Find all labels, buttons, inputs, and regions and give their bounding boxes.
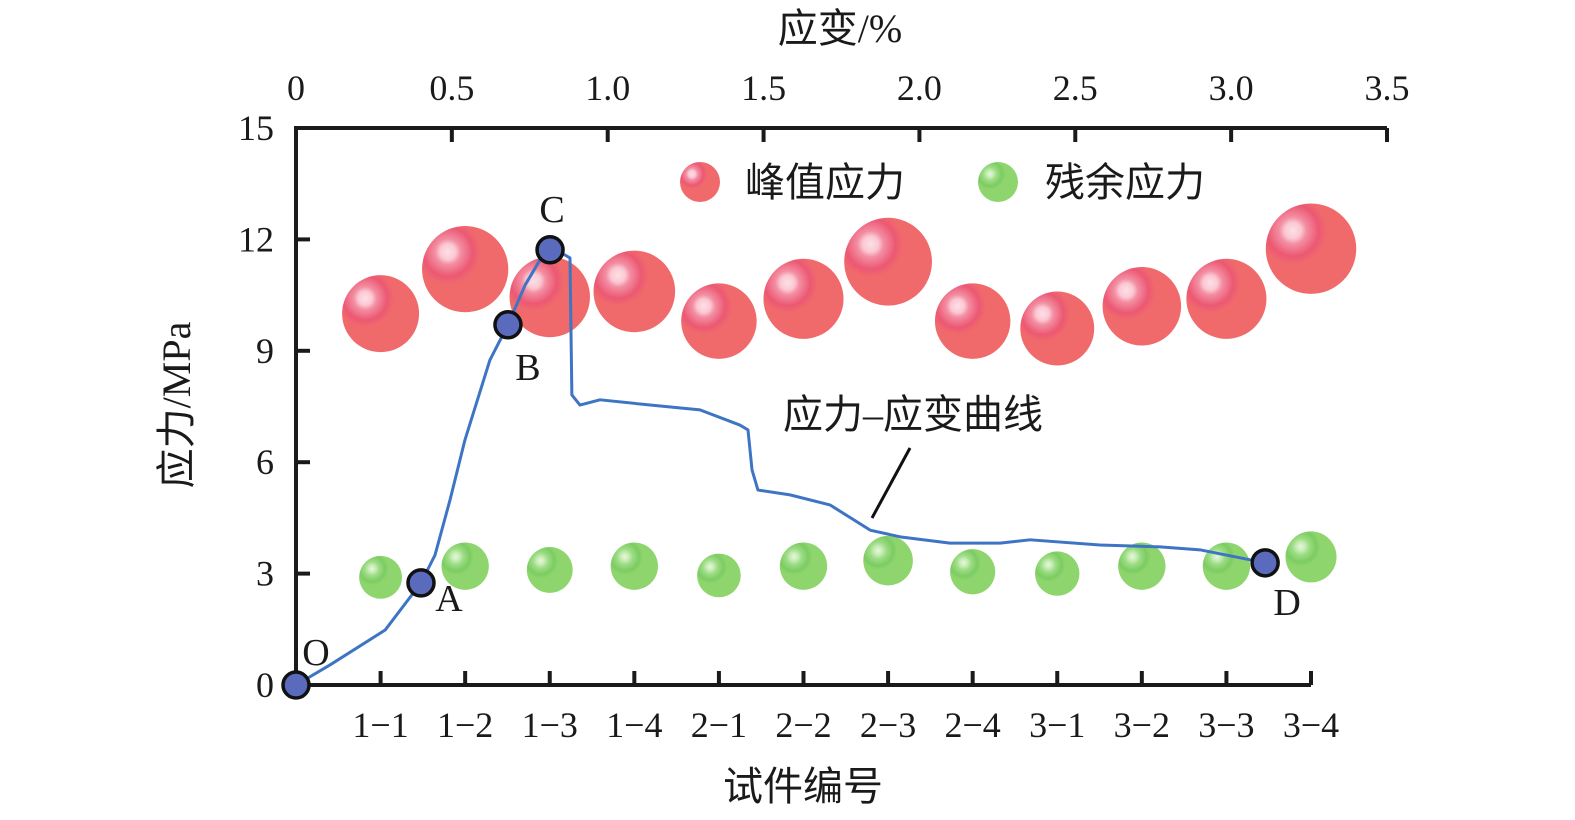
top-axis-title: 应变/% [778,6,902,51]
peak-stress-bubble [422,225,509,313]
key-point-c [535,235,565,265]
residual-stress-bubble [610,542,659,590]
key-point-b [493,310,523,340]
key-point-label-a: A [435,578,463,620]
top-axis-tick-label: 1.0 [585,68,630,108]
curve-annotation-label: 应力–应变曲线 [783,392,1043,437]
key-point-label-b: B [515,347,540,389]
legend-peak-marker [680,162,720,202]
residual-stress-bubble [1035,551,1080,596]
left-axis-tick-label: 3 [256,554,274,594]
bottom-axis-tick-label: 3−2 [1114,705,1170,745]
bottom-axis-tick-label: 2−3 [860,705,916,745]
bottom-axis-tick-label: 2−2 [775,705,831,745]
residual-stress-bubble [863,535,913,586]
residual-stress-bubble [697,553,741,598]
left-axis-tick-label: 15 [238,108,274,148]
key-point-label-c: C [539,189,564,231]
key-point-a [406,568,436,598]
left-axis-tick-label: 0 [256,665,274,705]
bottom-axis-tick-label: 1−3 [522,705,578,745]
peak-stress-bubble [1265,203,1357,294]
top-axis-tick-label: 2.0 [897,68,942,108]
legend-peak-label: 峰值应力 [745,160,905,205]
residual-stress-bubble [950,549,996,595]
left-axis-tick-label: 9 [256,331,274,371]
residual-stress-bubble [1118,542,1166,590]
key-point-d [1250,548,1280,578]
peak-stress-bubble [934,283,1011,359]
residual-stress-bubble [526,546,573,593]
bottom-axis-tick-label: 1−1 [352,705,408,745]
left-axis-tick-label: 6 [256,442,274,482]
bottom-axis-tick-label: 2−1 [691,705,747,745]
top-axis-tick-label: 2.5 [1053,68,1098,108]
residual-stress-bubble [441,542,489,590]
residual-stress-bubble [1285,531,1337,583]
peak-stress-bubble [593,250,676,333]
bottom-axis-tick-label: 3−4 [1283,705,1339,745]
curve-annotation-leader [870,447,912,519]
bottom-axis-tick-label: 2−4 [945,705,1001,745]
legend-residual-label: 残余应力 [1045,160,1205,205]
bottom-axis-tick-label: 1−2 [437,705,493,745]
bottom-axis-tick-label: 1−4 [606,705,662,745]
key-point-o [281,670,311,700]
bottom-axis-tick-label: 3−3 [1198,705,1254,745]
key-point-label-o: O [302,632,329,674]
peak-stress-bubble [681,283,757,359]
peak-stress-bubble [1102,266,1182,346]
key-point-label-d: D [1273,582,1300,624]
residual-stress-bubble [779,542,828,590]
top-axis-tick-label: 3.5 [1365,68,1410,108]
peak-stress-bubble [342,275,420,353]
legend-residual-marker [978,162,1018,202]
stress-strain-curve [295,248,1266,687]
bottom-axis-title: 试件编号 [723,764,883,809]
bottom-axis-tick-label: 3−1 [1029,705,1085,745]
residual-stress-bubble [359,555,403,599]
top-axis-tick-label: 0 [287,68,305,108]
left-axis-title: 应力/MPa [154,321,199,488]
left-axis-tick-label: 12 [238,219,274,259]
residual-stress-bubble [1202,542,1251,590]
peak-stress-bubble [844,217,932,306]
peak-stress-bubble [763,258,844,339]
top-axis-tick-label: 3.0 [1209,68,1254,108]
top-axis-tick-label: 1.5 [741,68,786,108]
peak-stress-bubble [1186,258,1267,339]
peak-stress-bubble [1020,291,1095,366]
top-axis-tick-label: 0.5 [429,68,474,108]
